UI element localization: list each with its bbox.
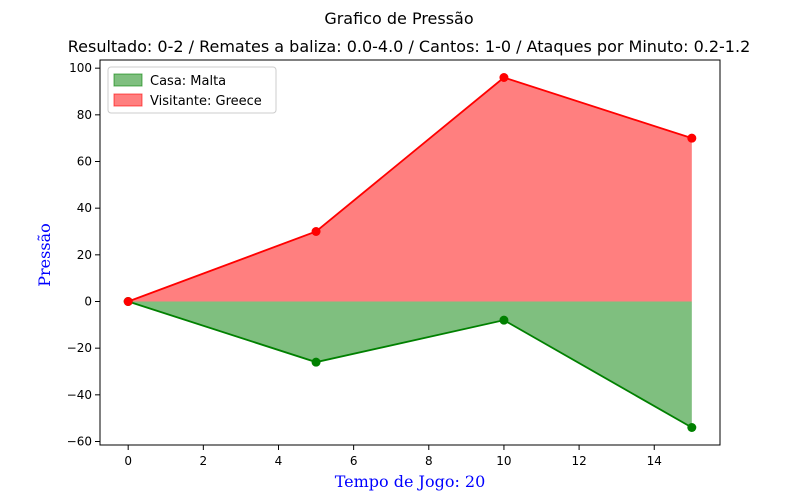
plot-area: 0 2 4 6 8 10 12 14 −60 −40 −20 0 20 40 60 80 100 [67,59,721,468]
x-tick-label: 2 [200,454,208,468]
x-tick-label: 0 [124,454,132,468]
y-tick-label: 40 [77,201,92,215]
y-tick-label: 60 [77,155,92,169]
data-point-away [687,133,697,143]
x-axis-label: Tempo de Jogo: 20 [335,472,486,491]
data-point-home [499,315,509,325]
x-tick-label: 8 [425,454,433,468]
area-home [128,301,692,428]
legend-label-home: Casa: Malta [150,74,226,89]
area-away [128,77,692,302]
x-tick-label: 4 [275,454,283,468]
plot-frame [99,59,721,446]
y-tick-label: −60 [67,435,92,449]
x-tick-label: 6 [350,454,358,468]
x-tick-label: 10 [496,454,511,468]
line-away [127,76,693,303]
data-point-home [311,357,321,367]
y-tick-label: 20 [77,248,92,262]
legend-swatch-home [113,73,143,87]
legend-swatch-away [113,93,143,107]
y-tick-label: −40 [67,388,92,402]
chart-title: Grafico de Pressão [324,9,473,28]
data-point-away [499,73,509,82]
x-tick-label: 14 [647,454,662,468]
line-home [127,300,693,429]
x-tick-label: 12 [571,454,586,468]
legend-box [107,66,277,114]
y-tick-label: 100 [69,61,92,75]
data-point-away [311,227,321,236]
y-tick-label: 80 [77,108,92,122]
data-point-home [687,423,697,432]
chart-subtitle: Resultado: 0-2 / Remates a baliza: 0.0-4… [68,37,751,56]
data-point-away [123,297,133,306]
legend: Casa: Malta Visitante: Greece [107,66,277,114]
y-axis-label: Pressão [35,223,54,286]
legend-label-away: Visitante: Greece [150,94,262,109]
y-tick-label: 0 [84,295,92,309]
y-tick-label: −20 [67,341,92,355]
